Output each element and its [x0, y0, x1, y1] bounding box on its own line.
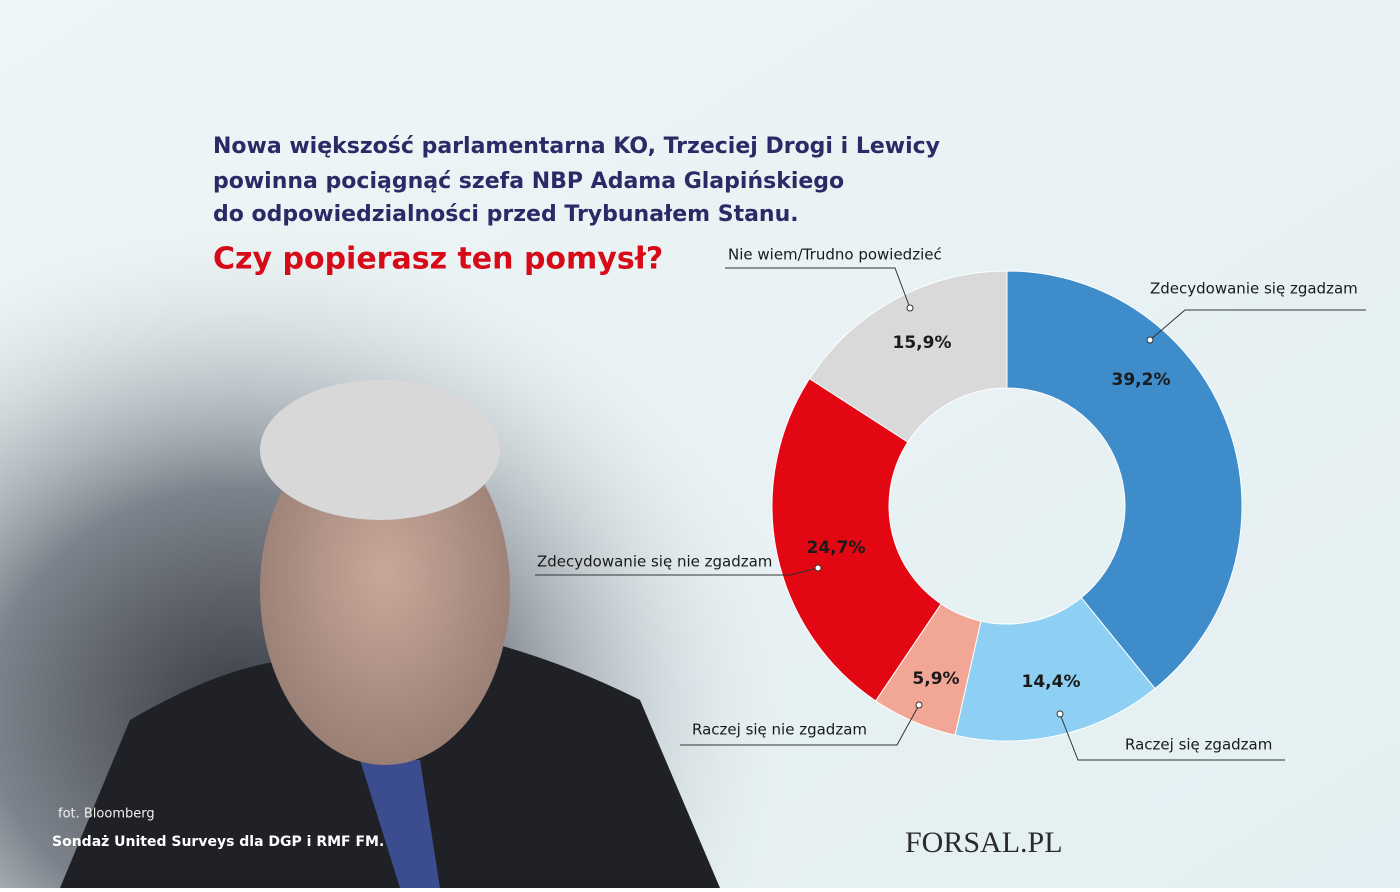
- leader-dot: [915, 701, 923, 709]
- value-label: 24,7%: [807, 538, 866, 558]
- value-label: 14,4%: [1022, 672, 1081, 692]
- question: Czy popierasz ten pomysł?: [213, 242, 663, 277]
- photo-tie: [360, 760, 440, 888]
- leader-dot: [1056, 710, 1064, 718]
- donut-slice: [808, 270, 1008, 443]
- leader-line: [1149, 309, 1366, 341]
- title-line: do odpowiedzialności przed Trybunałem St…: [213, 202, 799, 227]
- photo-credit: fot. Bloomberg: [58, 807, 155, 822]
- category-label: Raczej się nie zgadzam: [692, 721, 867, 739]
- title-line: powinna pociągnąć szefa NBP Adama Glapiń…: [213, 169, 844, 194]
- leader-line: [680, 704, 920, 746]
- category-label: Raczej się zgadzam: [1125, 736, 1272, 754]
- category-label: Zdecydowanie się zgadzam: [1150, 280, 1358, 298]
- leader-line: [725, 267, 911, 309]
- leader-dot: [814, 564, 822, 572]
- title-line: Nowa większość parlamentarna KO, Trzecie…: [213, 134, 940, 159]
- logo: FORSAL.PL: [905, 826, 1063, 859]
- donut-slice: [954, 596, 1156, 742]
- leader-dot: [1146, 336, 1154, 344]
- value-label: 5,9%: [912, 669, 959, 689]
- leader-dot: [906, 304, 914, 312]
- value-label: 39,2%: [1112, 370, 1171, 390]
- leader-line: [1059, 713, 1285, 761]
- donut-slice: [771, 377, 942, 702]
- category-label: Nie wiem/Trudno powiedzieć: [728, 246, 942, 264]
- leader-line: [535, 567, 819, 576]
- category-label: Zdecydowanie się nie zgadzam: [537, 553, 772, 571]
- source: Sondaż United Surveys dla DGP i RMF FM.: [52, 834, 384, 850]
- donut-slice: [1006, 270, 1243, 690]
- photo-hair: [260, 380, 500, 520]
- value-label: 15,9%: [893, 333, 952, 353]
